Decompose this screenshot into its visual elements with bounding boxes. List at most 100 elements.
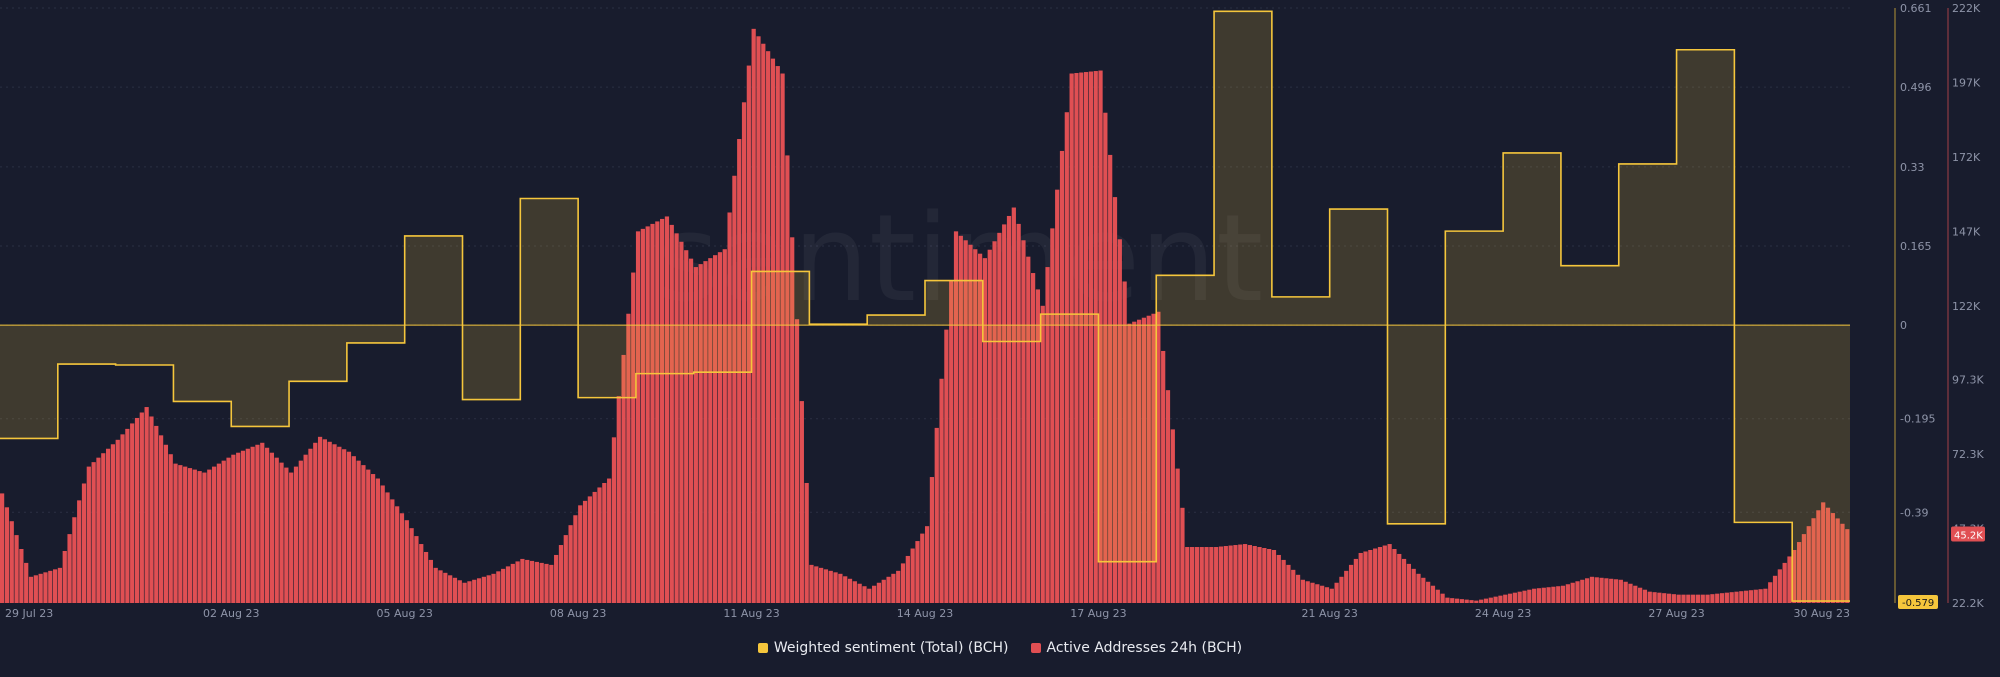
active-addresses-bar	[399, 513, 405, 603]
active-addresses-bar	[134, 417, 140, 603]
active-addresses-bar	[81, 483, 87, 603]
addresses-axis-tick: 147K	[1952, 225, 1981, 238]
active-addresses-bar	[115, 439, 120, 603]
active-addresses-bar	[790, 237, 795, 603]
active-addresses-bar	[1421, 577, 1426, 603]
x-axis-tick: 27 Aug 23	[1648, 607, 1704, 620]
active-addresses-bar	[154, 425, 159, 603]
active-addresses-bar	[1300, 579, 1305, 603]
active-addresses-bar	[428, 559, 433, 603]
active-addresses-bar	[1647, 591, 1652, 603]
active-addresses-bar	[1093, 71, 1098, 603]
active-addresses-bar	[1638, 587, 1643, 603]
active-addresses-bar	[1565, 584, 1570, 603]
active-addresses-bar	[761, 43, 766, 604]
active-addresses-bar	[57, 567, 63, 603]
active-addresses-bar	[1604, 578, 1609, 603]
active-addresses-bar	[1064, 112, 1069, 603]
active-addresses-bar	[178, 465, 183, 603]
active-addresses-bar	[1209, 547, 1214, 603]
active-addresses-bar	[857, 583, 862, 603]
active-addresses-bar	[1257, 547, 1262, 603]
active-addresses-bar	[1546, 587, 1551, 603]
active-addresses-bar	[370, 474, 376, 603]
active-addresses-bar	[1320, 585, 1325, 603]
active-addresses-bar	[250, 446, 255, 603]
legend-label-addresses: Active Addresses 24h (BCH)	[1046, 640, 1243, 656]
x-axis-tick: 24 Aug 23	[1475, 607, 1531, 620]
active-addresses-bar	[139, 412, 144, 603]
active-addresses-bar	[96, 457, 101, 603]
addresses-axis-tick: 197K	[1952, 76, 1981, 89]
active-addresses-bar	[635, 231, 641, 604]
active-addresses-bar	[486, 575, 491, 603]
active-addresses-bar	[785, 155, 790, 603]
active-addresses-bar	[1401, 558, 1407, 603]
active-addresses-bar	[539, 562, 544, 603]
active-addresses-bar	[1397, 553, 1402, 603]
active-addresses-bar	[896, 570, 901, 603]
sentiment-axis-tick: 0.165	[1900, 240, 1932, 253]
active-addresses-bar	[944, 329, 949, 603]
active-addresses-bar	[968, 244, 973, 603]
active-addresses-bar	[1204, 547, 1209, 603]
active-addresses-bar	[607, 478, 612, 603]
active-addresses-bar	[582, 500, 588, 603]
active-addresses-bar	[1079, 72, 1084, 604]
sentiment-axis-tick: -0.195	[1900, 413, 1935, 426]
active-addresses-bar	[245, 448, 250, 603]
active-addresses-bar	[1136, 319, 1142, 603]
active-addresses-bar	[1416, 573, 1421, 603]
active-addresses-bar	[9, 521, 14, 603]
active-addresses-bar	[1108, 154, 1113, 603]
active-addresses-bar	[775, 66, 780, 604]
active-addresses-bar	[342, 449, 347, 603]
legend-item-sentiment[interactable]: Weighted sentiment (Total) (BCH)	[757, 640, 1009, 656]
active-addresses-bar	[1816, 510, 1821, 603]
active-addresses-bar	[616, 396, 621, 603]
active-addresses-bar	[631, 272, 636, 603]
active-addresses-bar	[1801, 534, 1807, 603]
active-addresses-bar	[1310, 582, 1315, 603]
active-addresses-bar	[698, 264, 703, 603]
legend-item-addresses[interactable]: Active Addresses 24h (BCH)	[1030, 640, 1243, 656]
active-addresses-bar	[1493, 596, 1498, 603]
active-addresses-bar	[1122, 281, 1127, 603]
active-addresses-bar	[1055, 189, 1060, 603]
active-addresses-bar	[558, 545, 564, 603]
active-addresses-bar	[1035, 289, 1041, 603]
active-addresses-bar	[1503, 594, 1508, 603]
active-addresses-bar	[4, 507, 10, 603]
active-addresses-bar	[977, 253, 983, 604]
active-addresses-bar	[327, 441, 332, 603]
active-addresses-bar	[264, 447, 270, 603]
sentiment-line	[0, 10, 1850, 602]
active-addresses-bar	[925, 526, 930, 603]
active-addresses-bar	[1194, 547, 1200, 603]
active-addresses-bar	[1633, 585, 1638, 603]
active-addresses-bar	[1430, 585, 1436, 603]
active-addresses-bar	[1830, 513, 1835, 603]
active-addresses-bar	[1305, 581, 1310, 603]
active-addresses-bar	[534, 561, 539, 603]
active-addresses-bar	[1454, 598, 1460, 603]
active-addresses-bar	[462, 582, 467, 603]
active-addresses-bar	[1623, 581, 1628, 603]
active-addresses-bar	[356, 460, 361, 603]
active-addresses-bar	[1753, 589, 1758, 603]
addresses-axis-tick: 122K	[1952, 300, 1981, 313]
active-addresses-bar	[448, 575, 453, 603]
active-addresses-bar	[62, 550, 67, 603]
active-addresses-bar	[43, 572, 48, 603]
active-addresses-bar	[934, 427, 939, 603]
legend-label-sentiment: Weighted sentiment (Total) (BCH)	[773, 640, 1009, 656]
active-addresses-bar	[1059, 150, 1065, 604]
active-addresses-bar	[563, 535, 568, 603]
active-addresses-bar	[1734, 591, 1739, 603]
active-addresses-bar	[891, 573, 896, 603]
active-addresses-bar	[197, 471, 202, 603]
active-addresses-bar	[308, 448, 313, 603]
active-addresses-bar	[1363, 551, 1368, 603]
active-addresses-bar	[1488, 597, 1493, 603]
